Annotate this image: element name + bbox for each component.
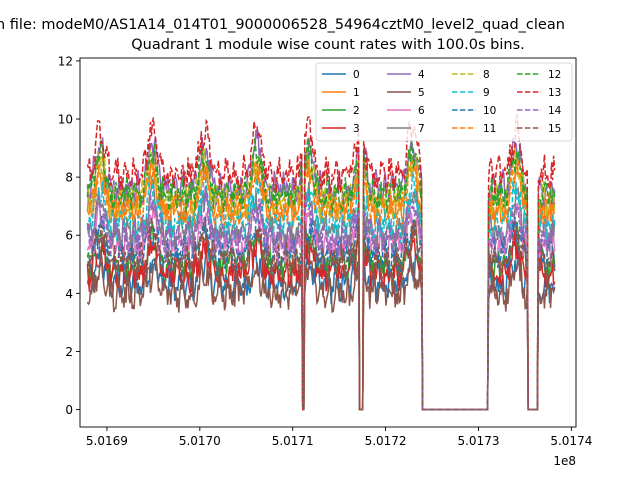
series-line-15 (87, 217, 556, 411)
legend-label-9: 9 (483, 87, 490, 99)
legend-label-1: 1 (353, 87, 360, 99)
series-line-9 (87, 169, 556, 411)
y-tick-label: 0 (65, 403, 73, 417)
series-line-13 (86, 114, 556, 411)
legend-label-14: 14 (548, 105, 562, 117)
axes-frame (79, 57, 577, 428)
legend-label-2: 2 (353, 105, 360, 117)
x-tick-label: 5.0173 (457, 434, 499, 448)
y-tick-label: 4 (65, 287, 73, 301)
y-tick-label: 2 (65, 345, 73, 359)
legend-label-3: 3 (353, 123, 360, 135)
x-tick-label: 5.0174 (550, 434, 592, 448)
chart-title: Quadrant 1 module wise count rates with … (131, 37, 525, 53)
legend-label-5: 5 (418, 87, 425, 99)
legend-label-13: 13 (548, 87, 561, 99)
legend-label-15: 15 (548, 123, 561, 135)
legend-label-12: 12 (548, 69, 561, 81)
series-line-11 (86, 151, 556, 411)
x-offset-label: 1e8 (553, 454, 576, 468)
legend-label-11: 11 (483, 123, 496, 135)
y-tick-label: 12 (58, 54, 73, 68)
figure-suptitle: n file: modeM0/AS1A14_014T01_9000006528_… (0, 17, 565, 33)
x-tick-label: 5.0172 (365, 434, 407, 448)
legend-label-7: 7 (418, 123, 425, 135)
legend-label-0: 0 (353, 69, 360, 81)
legend-label-4: 4 (418, 69, 425, 81)
legend-label-6: 6 (418, 105, 425, 117)
x-tick-label: 5.0169 (86, 434, 128, 448)
legend-label-10: 10 (483, 105, 496, 117)
x-tick-label: 5.0171 (272, 434, 314, 448)
y-tick-label: 8 (65, 171, 73, 185)
legend-box (315, 62, 573, 142)
axes: 5.0169 5.0170 5.0171 5.0172 5.0173 5.0174 0 2 4 6… (58, 54, 593, 468)
y-tick-label: 6 (65, 229, 73, 243)
series-line-2 (86, 219, 556, 411)
y-tick-label: 10 (58, 113, 73, 127)
legend-label-8: 8 (483, 69, 490, 81)
x-tick-label: 5.0170 (179, 434, 221, 448)
plot-area (86, 114, 556, 411)
